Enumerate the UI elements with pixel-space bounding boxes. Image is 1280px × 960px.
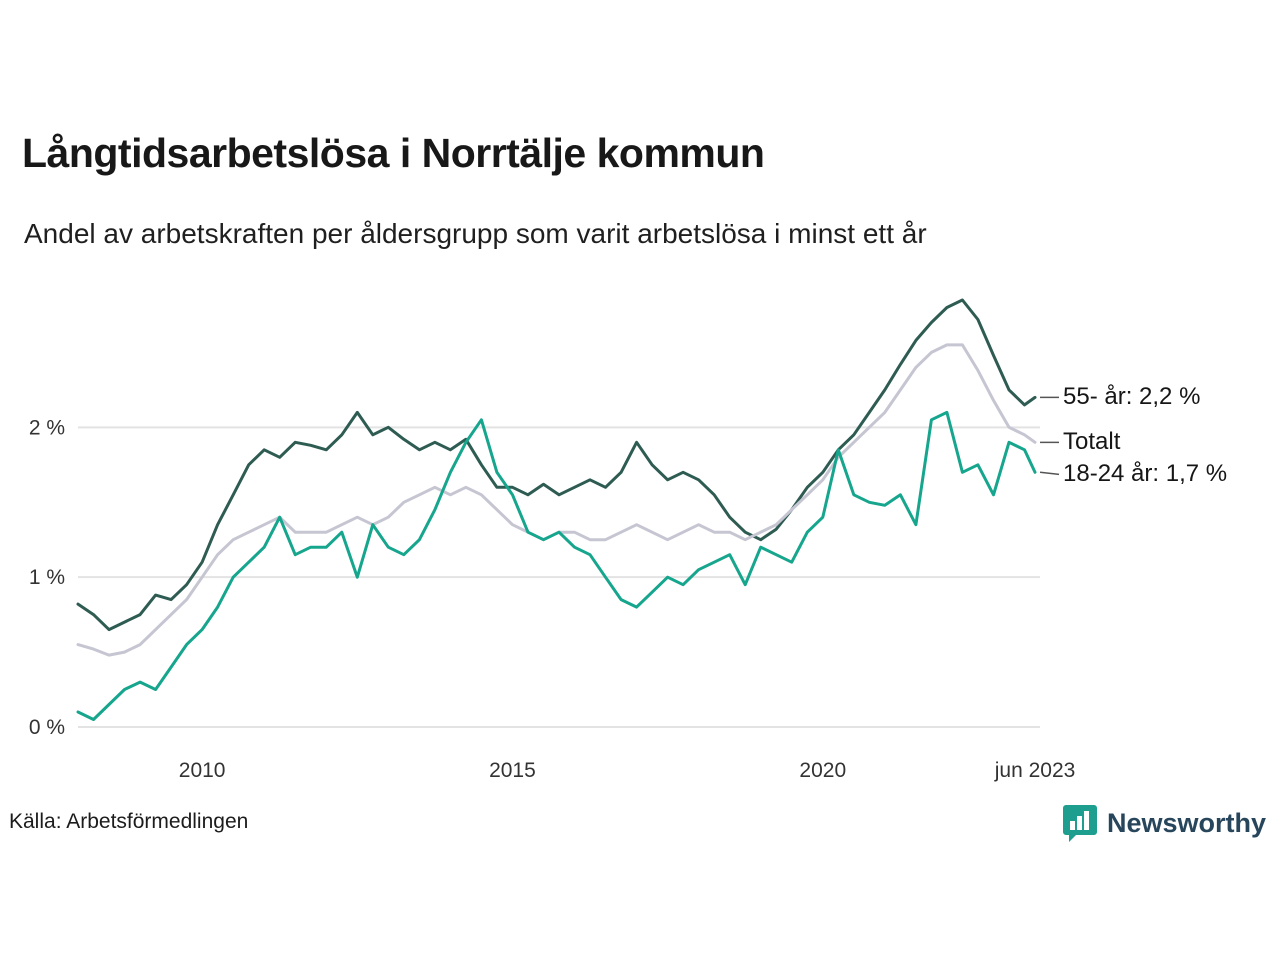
page-subtitle: Andel av arbetskraften per åldersgrupp s…	[24, 218, 927, 249]
label-connector	[1039, 471, 1060, 476]
series-line-18-24 år	[76, 410, 1037, 721]
source-note: Källa: Arbetsförmedlingen	[9, 810, 249, 833]
x-tick-label: 2020	[799, 759, 846, 782]
brand-lockup: Newsworthy	[1062, 803, 1266, 843]
newsworthy-brand-name: Newsworthy	[1106, 807, 1266, 838]
y-tick-label: 1 %	[29, 566, 65, 589]
x-tick-label: 2010	[179, 759, 226, 782]
series-label-18-24-ar: 18-24 år: 1,7 %	[1063, 460, 1228, 488]
newsworthy-logo-icon	[1062, 805, 1097, 842]
series-label-totalt: Totalt	[1063, 428, 1121, 456]
series-label-55-ar: 55- år: 2,2 %	[1063, 383, 1201, 411]
series-line-55- år	[76, 298, 1037, 632]
y-tick-label: 2 %	[29, 416, 65, 439]
y-tick-label: 0 %	[29, 716, 65, 739]
chart-canvas: 0 % 1 % 2 % 2010 2015 2020 jun 2023	[29, 298, 1076, 782]
page-title: Långtidsarbetslösa i Norrtälje kommun	[22, 130, 765, 176]
x-tick-label: jun 2023	[994, 759, 1076, 782]
x-tick-label: 2015	[489, 759, 536, 782]
